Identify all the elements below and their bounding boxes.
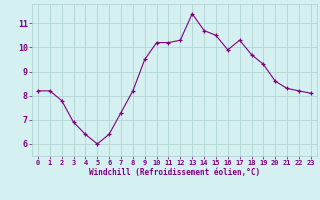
X-axis label: Windchill (Refroidissement éolien,°C): Windchill (Refroidissement éolien,°C) [89, 168, 260, 177]
